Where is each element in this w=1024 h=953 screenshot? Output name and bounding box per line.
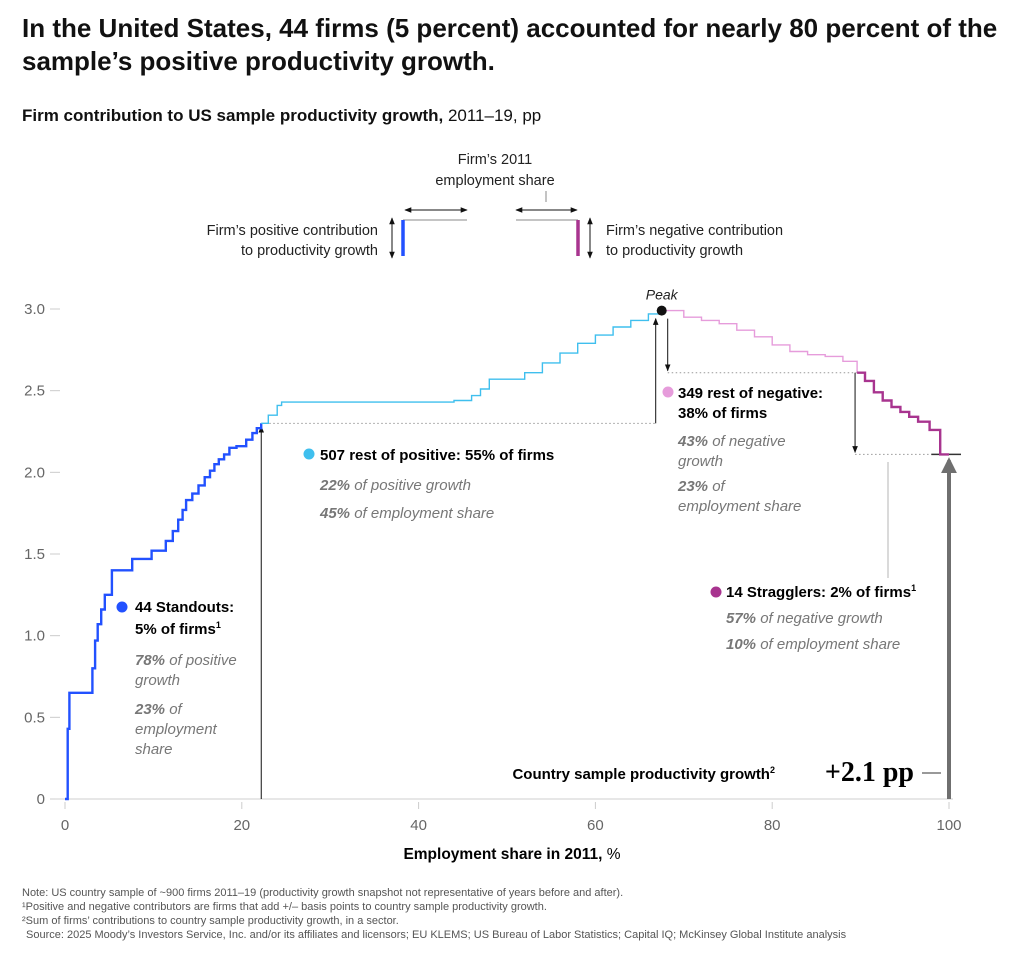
note-text: Note: US country sample of ~900 firms 20… <box>22 887 624 899</box>
y-tick-label: 1.5 <box>24 546 45 563</box>
y-tick-label: 1.0 <box>24 628 45 645</box>
standouts-stat1-pct: 78% <box>135 652 165 669</box>
footnote-2: ²Sum of firms’ contributions to country … <box>22 915 399 927</box>
stragglers-stat2-pct: 10% <box>726 636 756 653</box>
headline: In the United States, 44 firms (5 percen… <box>22 13 998 76</box>
legend-negative-line1: Firm’s negative contribution <box>606 223 783 239</box>
legend-positive-line1: Firm’s positive contribution <box>207 223 378 239</box>
chart-notes: Note: US country sample of ~900 firms 20… <box>22 886 846 942</box>
footnote-1: ¹Positive and negative contributors are … <box>22 901 547 913</box>
productivity-chart: Firm’s 2011 employment share Firm’s posi… <box>24 152 962 863</box>
rest-negative-stat1-text: of negative <box>708 433 786 450</box>
country-growth-value: +2.1 pp <box>825 757 914 788</box>
legend-negative-line2: to productivity growth <box>606 243 743 259</box>
rest-negative-stat1-line1: 43% of negative <box>677 433 786 450</box>
rest-positive-title: 507 rest of positive: 55% of firms <box>320 447 554 464</box>
guide-lines <box>258 317 961 799</box>
rest-positive-legend-dot <box>303 448 315 460</box>
rest-negative-stat2-pct: 23% <box>677 478 708 495</box>
stragglers-stat1-text: of negative growth <box>756 610 883 627</box>
x-axis-label: Employment share in 2011, % <box>403 846 620 863</box>
standouts-title-text: 5% of firms <box>135 621 216 638</box>
stragglers-stat1: 57% of negative growth <box>726 610 883 627</box>
series-line-rest-negative <box>661 309 858 373</box>
legend-employment-line1: Firm’s 2011 <box>458 152 532 168</box>
rest-positive-stat2-text: of employment share <box>350 505 494 522</box>
standouts-stat1-line2: growth <box>135 672 180 689</box>
stragglers-title: 14 Stragglers: 2% of firms1 <box>726 583 916 601</box>
data-series <box>65 309 949 801</box>
y-tick-label: 3.0 <box>24 301 45 318</box>
country-growth-superscript: 2 <box>770 765 775 775</box>
stragglers-stat2-text: of employment share <box>756 636 900 653</box>
x-axis-label-bold: Employment share in 2011, <box>403 846 602 863</box>
standouts-legend-dot <box>116 601 128 613</box>
country-growth-label: Country sample productivity growth2 <box>512 765 775 783</box>
x-tick-label: 80 <box>764 817 781 834</box>
series-line-standouts <box>65 423 263 801</box>
rest-positive-stat1-pct: 22% <box>319 477 350 494</box>
stragglers-stat1-pct: 57% <box>726 610 756 627</box>
standouts-stat2-text: of <box>165 701 184 718</box>
standouts-stat2-line1: 23% of <box>134 701 184 718</box>
stragglers-stat2: 10% of employment share <box>726 636 900 653</box>
source-text: Source: 2025 Moody’s Investors Service, … <box>26 929 847 941</box>
standouts-stat2-line2: employment <box>135 721 218 738</box>
x-tick-label: 20 <box>233 817 250 834</box>
rest-negative-stat1-line2: growth <box>678 453 723 470</box>
x-tick-label: 60 <box>587 817 604 834</box>
rest-negative-title-line2: 38% of firms <box>678 405 767 422</box>
x-tick-label: 100 <box>936 817 961 834</box>
standouts-superscript: 1 <box>216 620 221 630</box>
y-tick-label: 0.5 <box>24 709 45 726</box>
y-tick-label: 2.5 <box>24 383 45 400</box>
y-tick-label: 2.0 <box>24 464 45 481</box>
rest-negative-stat2-line1: 23% of <box>677 478 727 495</box>
country-growth-label-text: Country sample productivity growth <box>512 766 770 783</box>
rest-positive-stat2-pct: 45% <box>319 505 350 522</box>
rest-negative-stat2-line2: employment share <box>678 498 801 515</box>
standouts-title-line1: 44 Standouts: <box>135 599 234 616</box>
rest-negative-stat1-pct: 43% <box>677 433 708 450</box>
y-axis: 0 0.5 1.0 1.5 2.0 2.5 3.0 <box>24 301 60 808</box>
annotations: 44 Standouts: 5% of firms1 78% of positi… <box>116 385 941 788</box>
standouts-stat1-line1: 78% of positive <box>135 652 237 669</box>
standouts-stat2-line3: share <box>135 741 173 758</box>
legend-positive-line2: to productivity growth <box>241 243 378 259</box>
stragglers-legend-dot <box>710 586 722 598</box>
peak-label: Peak <box>646 287 679 303</box>
standouts-title-line2: 5% of firms1 <box>135 620 221 638</box>
subtitle-rest: 2011–19, pp <box>443 106 542 125</box>
rest-positive-stat1-text: of positive growth <box>350 477 471 494</box>
x-tick-label: 0 <box>61 817 69 834</box>
stragglers-title-text: 14 Stragglers: 2% of firms <box>726 584 911 601</box>
legend-key: Firm’s 2011 employment share Firm’s posi… <box>207 152 783 259</box>
chart-subtitle: Firm contribution to US sample productiv… <box>22 106 541 126</box>
rest-negative-legend-dot <box>662 386 674 398</box>
x-axis: 0 20 40 60 80 100 <box>55 798 962 834</box>
x-axis-label-unit: % <box>602 846 620 863</box>
rest-positive-stat2: 45% of employment share <box>319 505 494 522</box>
x-tick-label: 40 <box>410 817 427 834</box>
y-tick-label: 0 <box>37 791 45 808</box>
stragglers-superscript: 1 <box>911 583 916 593</box>
series-line-stragglers <box>857 371 949 456</box>
rest-negative-stat2-text: of <box>708 478 727 495</box>
legend-employment-line2: employment share <box>435 173 554 189</box>
rest-negative-title-line1: 349 rest of negative: <box>678 385 823 402</box>
series-line-rest-positive <box>261 310 663 424</box>
subtitle-bold: Firm contribution to US sample productiv… <box>22 106 444 125</box>
standouts-stat1-text: of positive <box>165 652 237 669</box>
peak-marker-group: Peak <box>646 287 679 316</box>
standouts-stat2-pct: 23% <box>134 701 165 718</box>
peak-dot <box>656 305 667 316</box>
rest-positive-stat1: 22% of positive growth <box>319 477 471 494</box>
